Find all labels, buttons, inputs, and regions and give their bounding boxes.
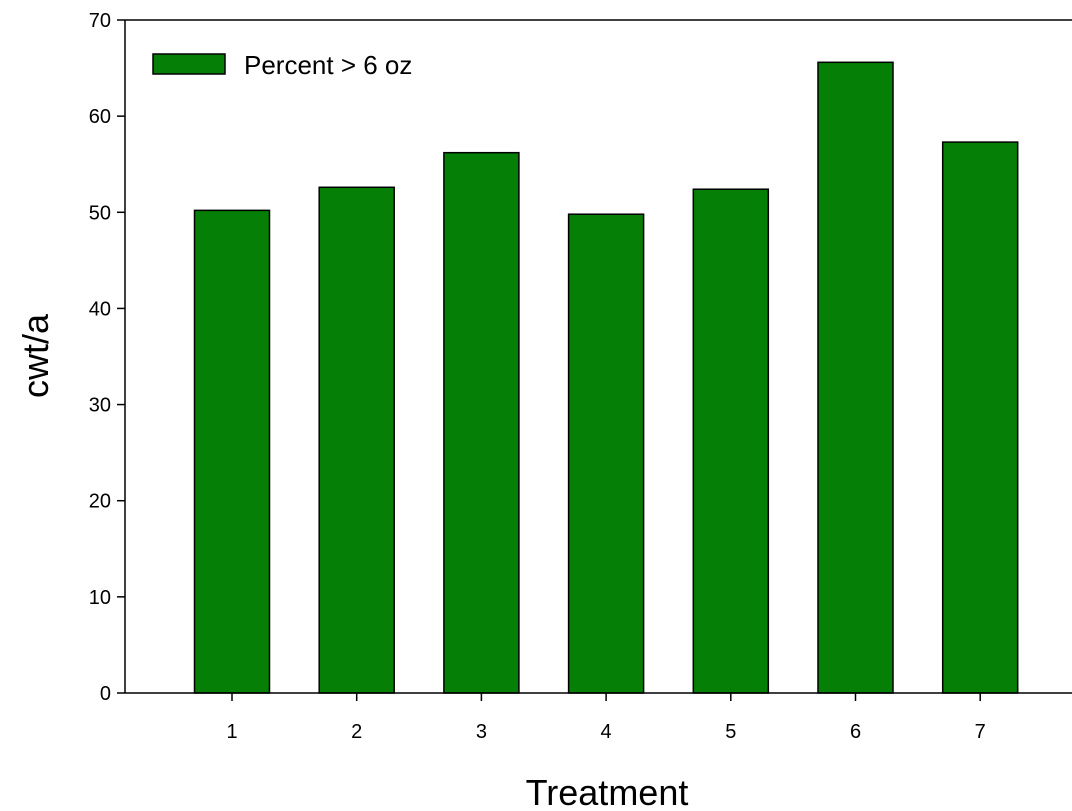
legend-swatch (152, 53, 226, 75)
x-tick-label: 3 (476, 721, 487, 743)
legend: Percent > 6 oz (152, 50, 412, 80)
plot-area: 0 10 20 30 40 50 60 70 1 2 3 4 5 6 7 (89, 10, 1072, 743)
y-tick-label: 10 (89, 587, 111, 609)
y-tick-label: 60 (89, 106, 111, 128)
x-tick-label: 4 (601, 721, 612, 743)
bars-group (193, 61, 1019, 694)
bar (941, 141, 1019, 694)
x-tick-label: 2 (351, 721, 362, 743)
y-tick-label: 0 (100, 683, 111, 705)
bar (443, 151, 520, 694)
legend-label: Percent > 6 oz (244, 50, 412, 80)
x-tick-label: 7 (975, 721, 986, 743)
y-tick-label: 20 (89, 491, 111, 513)
x-ticks-group: 1 2 3 4 5 6 7 (226, 693, 986, 743)
y-tick-label: 50 (89, 202, 111, 224)
y-axis-title: cwt/a (15, 313, 56, 398)
bar (692, 188, 770, 694)
x-tick-label: 1 (226, 721, 237, 743)
bar (817, 61, 894, 694)
bar (193, 209, 271, 694)
y-ticks-group: 0 10 20 30 40 50 60 70 (89, 10, 125, 705)
x-tick-label: 5 (725, 721, 736, 743)
y-tick-label: 70 (89, 10, 111, 32)
x-tick-label: 6 (850, 721, 861, 743)
y-tick-label: 40 (89, 298, 111, 320)
bar (318, 186, 395, 694)
bar (567, 213, 645, 694)
x-axis-title: Treatment (526, 772, 689, 811)
y-tick-label: 30 (89, 395, 111, 417)
